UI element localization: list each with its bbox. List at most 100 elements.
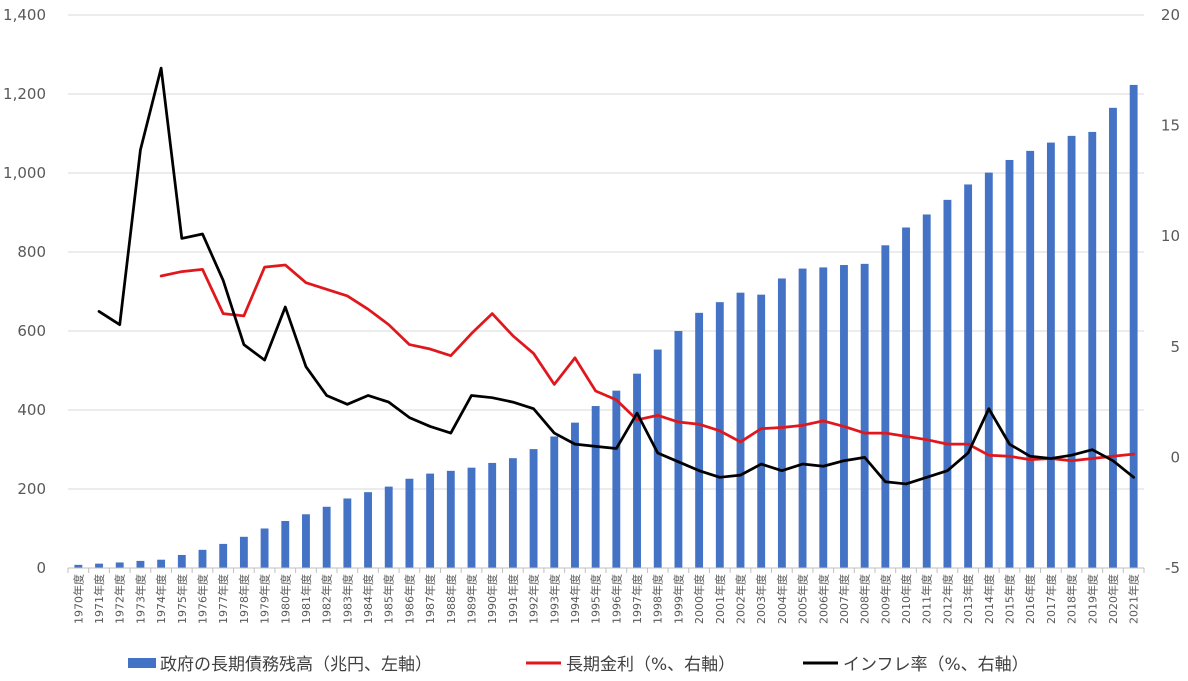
x-axis-category-label: 1990年度 xyxy=(485,574,499,624)
debt-bar xyxy=(508,458,517,568)
x-axis-category-label: 1973年度 xyxy=(133,574,147,624)
x-axis-category-label: 2012年度 xyxy=(940,574,954,624)
x-axis-category-label: 1989年度 xyxy=(465,574,479,624)
debt-bar xyxy=(74,564,83,568)
debt-bar xyxy=(322,506,331,568)
x-axis-category-label: 1993年度 xyxy=(547,574,561,624)
debt-bar xyxy=(1046,142,1055,568)
x-axis-category-label: 2021年度 xyxy=(1127,574,1141,624)
debt-bar xyxy=(1109,107,1117,568)
x-axis-category-label: 2006年度 xyxy=(816,574,830,624)
debt-bar xyxy=(405,478,414,568)
left-axis-tick-label: 200 xyxy=(17,480,46,498)
x-axis-category-label: 1970年度 xyxy=(71,574,85,624)
debt-bar xyxy=(1005,159,1014,568)
x-axis-category-label: 1991年度 xyxy=(506,574,520,624)
debt-bar xyxy=(612,390,621,568)
x-axis-category-label: 1981年度 xyxy=(299,574,313,624)
x-axis-category-label: 1988年度 xyxy=(444,574,458,624)
tick-labels: 02004006008001,0001,2001,400-50510152019… xyxy=(3,6,1180,624)
x-axis-category-label: 1975年度 xyxy=(175,574,189,624)
x-axis-category-label: 1984年度 xyxy=(361,574,375,624)
x-axis-category-label: 2002年度 xyxy=(734,574,748,624)
debt-bar xyxy=(902,227,910,568)
gridlines xyxy=(68,14,1144,490)
debt-bar xyxy=(633,373,641,568)
x-axis-category-label: 1999年度 xyxy=(671,574,685,624)
debt-bar xyxy=(860,263,869,568)
x-axis-category-label: 2015年度 xyxy=(1003,574,1017,624)
x-axis-category-label: 2014年度 xyxy=(982,574,996,624)
right-axis-tick-label: -5 xyxy=(1165,559,1180,577)
debt-bar xyxy=(757,294,766,568)
x-axis-category-label: 2004年度 xyxy=(775,574,789,624)
debt-bar xyxy=(964,184,973,568)
x-axis-category-label: 2005年度 xyxy=(796,574,810,624)
x-axis-category-label: 1997年度 xyxy=(630,574,644,624)
x-axis-category-label: 2011年度 xyxy=(920,574,934,624)
right-axis-tick-label: 15 xyxy=(1161,117,1180,135)
debt-bar xyxy=(819,267,828,568)
x-axis-category-label: 1980年度 xyxy=(278,574,292,624)
debt-bar xyxy=(364,492,372,568)
debt-bar xyxy=(984,172,993,569)
x-axis-category-label: 2017年度 xyxy=(1044,574,1058,624)
debt-bar xyxy=(136,560,145,568)
legend-label-long-term-rate: 長期金利（%、右軸） xyxy=(566,655,735,675)
debt-bar xyxy=(115,562,124,568)
debt-bar xyxy=(798,268,807,568)
x-axis-category-label: 1979年度 xyxy=(258,574,272,624)
debt-bar xyxy=(777,278,786,568)
x-axis-category-label: 2009年度 xyxy=(878,574,892,624)
legend-label-debt: 政府の長期債務残高（兆円、左軸） xyxy=(160,655,432,675)
x-axis-category-label: 2016年度 xyxy=(1023,574,1037,624)
x-axis-category-label: 1983年度 xyxy=(340,574,354,624)
right-axis-tick-label: 5 xyxy=(1170,338,1180,356)
debt-bar xyxy=(177,554,186,568)
x-axis-category-label: 1976年度 xyxy=(196,574,210,624)
debt-bar xyxy=(239,536,248,568)
debt-bar xyxy=(426,473,435,568)
debt-bar xyxy=(736,292,745,568)
x-axis-category-label: 1992年度 xyxy=(527,574,541,624)
debt-bar xyxy=(591,406,600,568)
x-axis-category-label: 1995年度 xyxy=(589,574,603,624)
right-axis-tick-label: 10 xyxy=(1161,227,1180,245)
debt-bar xyxy=(550,436,559,568)
debt-bar xyxy=(943,199,952,569)
debt-bar xyxy=(198,549,207,568)
debt-bar xyxy=(1067,135,1076,568)
x-axis-category-label: 1974年度 xyxy=(154,574,168,624)
x-axis-category-label: 2001年度 xyxy=(713,574,727,624)
debt-bar xyxy=(446,470,455,568)
x-axis-category-label: 1978年度 xyxy=(237,574,251,624)
debt-bar xyxy=(343,498,352,568)
debt-bar xyxy=(1088,131,1097,569)
debt-bar xyxy=(840,265,848,568)
x-axis-category-label: 1985年度 xyxy=(382,574,396,624)
debt-bar xyxy=(695,312,704,568)
debt-bar xyxy=(674,331,683,568)
debt-bar xyxy=(715,302,724,568)
x-axis-category-label: 1996年度 xyxy=(609,574,623,624)
debt-bar xyxy=(571,422,579,568)
debt-bar xyxy=(653,349,662,568)
legend-label-inflation: インフレ率（%、右軸） xyxy=(843,655,1029,675)
debt-bar xyxy=(1026,150,1035,568)
x-axis-category-label: 1987年度 xyxy=(423,574,437,624)
debt-bar xyxy=(157,559,166,568)
x-axis-category-label: 2018年度 xyxy=(1065,574,1079,624)
x-axis-category-label: 1977年度 xyxy=(216,574,230,624)
debt-bar xyxy=(384,486,393,568)
left-axis-tick-label: 1,400 xyxy=(3,6,46,24)
debt-bar xyxy=(467,467,476,568)
debt-bar xyxy=(260,528,269,568)
axes xyxy=(67,567,1145,573)
debt-bar xyxy=(219,543,228,568)
left-axis-tick-label: 800 xyxy=(17,243,46,261)
debt-bar xyxy=(529,449,538,568)
x-axis-category-label: 2008年度 xyxy=(858,574,872,624)
right-axis-tick-label: 20 xyxy=(1161,6,1180,24)
